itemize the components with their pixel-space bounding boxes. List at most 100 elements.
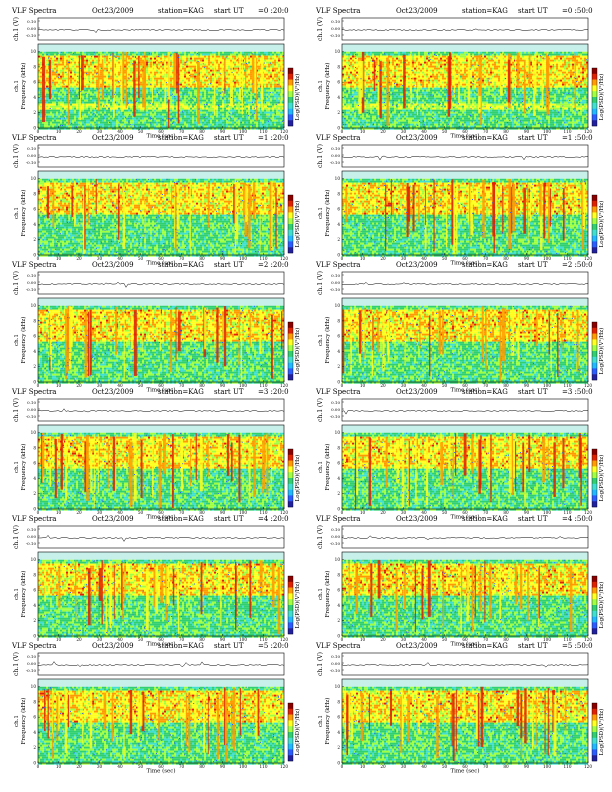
spectrogram-panel: VLF Spectra Oct23/2009 station=KAG start UT…	[8, 260, 308, 391]
ch-axis-label: ch.1 (V)	[13, 525, 20, 549]
y-tick-label: 4	[337, 222, 340, 227]
x-tick-label: 110	[260, 764, 268, 769]
colorbar-label: Log(PSD)(V²/Hz)	[294, 455, 301, 502]
sferic-streak	[250, 313, 251, 347]
sferic-streak	[391, 179, 392, 215]
sferic-streak	[379, 61, 381, 118]
sferic-streak	[481, 687, 484, 747]
sferic-streak	[532, 691, 533, 750]
sferic-streak	[402, 688, 404, 744]
y-tick-label: 2	[33, 237, 36, 242]
sferic-streak	[108, 440, 109, 488]
ch-tick-label: 0.10	[331, 273, 340, 278]
sferic-streak	[505, 309, 506, 365]
spectrogram: 0 10 20 30 40 50 60 70 80 90 100 110 1200246810Time …	[318, 298, 592, 394]
sferic-streak	[262, 440, 263, 493]
sferic-streak	[238, 435, 240, 503]
sferic-streak	[52, 185, 54, 227]
sferic-streak	[115, 307, 117, 355]
sferic-streak	[163, 433, 166, 473]
sferic-streak	[160, 309, 161, 351]
sferic-streak	[86, 437, 87, 491]
sferic-streak	[130, 442, 133, 507]
sferic-streak	[48, 689, 49, 738]
sferic-streak	[529, 54, 531, 87]
sferic-streak	[208, 692, 209, 754]
sferic-streak	[130, 690, 132, 734]
sferic-streak	[407, 695, 410, 743]
sferic-streak	[49, 435, 51, 487]
ch-tick-label: -0.10	[330, 33, 341, 38]
sferic-streak	[470, 188, 473, 235]
sferic-streak	[369, 437, 371, 505]
y-axis-label: Frequency (kHz)	[324, 190, 331, 237]
x-tick-label: 120	[584, 764, 592, 769]
y-axis-label: ch.1	[14, 461, 20, 473]
y-axis-label: Frequency (kHz)	[20, 190, 27, 237]
spectrogram-panel: VLF Spectra Oct23/2009 station=KAG start UT…	[312, 514, 612, 645]
y-tick-label: 8	[337, 64, 340, 69]
colorbar: Log(PSD)(V²/Hz)	[288, 195, 301, 253]
sferic-streak	[44, 690, 46, 731]
sferic-streak	[173, 53, 176, 89]
sferic-streak	[260, 185, 261, 252]
sferic-streak	[378, 56, 380, 115]
sferic-streak	[152, 436, 154, 497]
sferic-streak	[112, 53, 113, 98]
y-axis-label: Frequency (kHz)	[20, 317, 27, 364]
sferic-streak	[145, 182, 146, 244]
ch-tick-label: -0.10	[26, 160, 37, 165]
x-tick-label: 20	[76, 764, 82, 769]
sferic-streak	[90, 691, 93, 748]
x-tick-label: 100	[239, 764, 247, 769]
sferic-streak	[419, 314, 420, 348]
sferic-streak	[166, 566, 169, 606]
spectrogram: 0 10 20 30 40 50 60 70 80 90 100 110 1200246810Time …	[318, 171, 592, 267]
y-axis-label: Frequency (kHz)	[20, 63, 27, 110]
sferic-streak	[551, 310, 552, 371]
sferic-streak	[171, 185, 172, 254]
spectrogram: 0 10 20 30 40 50 60 70 80 90 100 110 1200246810Time …	[14, 552, 288, 648]
sferic-streak	[261, 55, 263, 111]
sferic-streak	[123, 187, 126, 249]
sferic-streak	[528, 435, 530, 472]
ch-tick-label: -0.10	[26, 287, 37, 292]
x-tick-label: 10	[360, 764, 366, 769]
colorbar: Log(PSD)(V²/Hz)	[592, 195, 605, 253]
sferic-streak	[81, 55, 84, 90]
y-tick-label: 0	[33, 126, 36, 131]
spectrogram-panel: VLF Spectra Oct23/2009 station=KAG start UT…	[8, 387, 308, 518]
ch-tick-label: 0.10	[27, 273, 36, 278]
sferic-streak	[453, 693, 455, 761]
x-tick-label: 90	[220, 764, 226, 769]
y-tick-label: 0	[33, 253, 36, 258]
sferic-streak	[418, 695, 420, 733]
sferic-streak	[245, 186, 247, 222]
ch-axis-label: ch.1 (V)	[317, 525, 324, 549]
sferic-streak	[200, 438, 203, 492]
sferic-streak	[517, 308, 519, 360]
y-tick-label: 6	[337, 80, 340, 85]
colorbar: Log(PSD)(V²/Hz)	[592, 322, 605, 380]
sferic-streak	[509, 564, 512, 600]
ch-tick-label: 0.10	[27, 400, 36, 405]
sferic-streak	[207, 442, 208, 476]
y-tick-label: 4	[337, 730, 340, 735]
spectrogram: 0 10 20 30 40 50 60 70 80 90 100 110 1200246810Time …	[318, 44, 592, 140]
y-tick-label: 8	[337, 445, 340, 450]
y-tick-label: 6	[33, 80, 36, 85]
ch-tick-label: -0.10	[330, 287, 341, 292]
y-tick-label: 8	[33, 445, 36, 450]
sferic-streak	[549, 312, 550, 355]
sferic-streak	[270, 182, 272, 251]
y-axis-label: Frequency (kHz)	[324, 571, 331, 618]
sferic-streak	[542, 436, 545, 482]
sferic-streak	[377, 312, 379, 353]
sferic-streak	[264, 435, 266, 489]
